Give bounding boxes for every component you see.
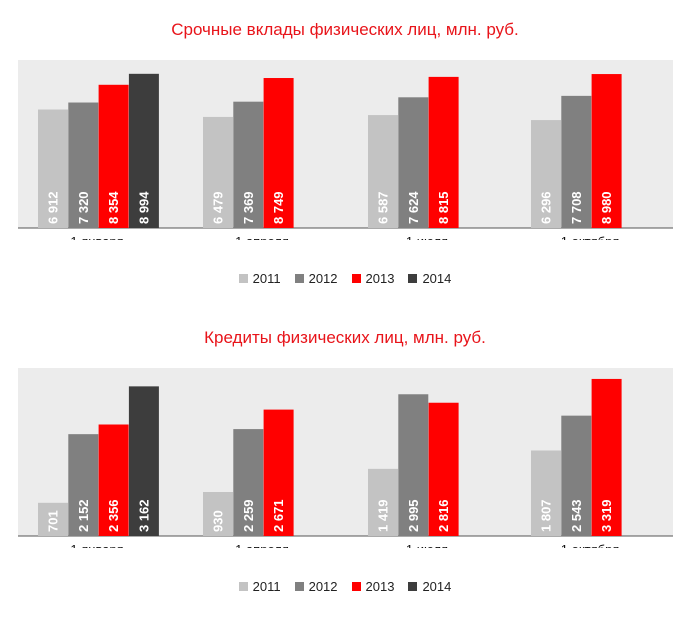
data-label: 3 162 [136,499,151,532]
legend-label: 2013 [365,271,395,286]
data-label: 3 319 [599,499,614,532]
legend-label: 2012 [308,579,338,594]
legend-item-2013: 2013 [351,271,395,286]
bar-2013-0 [98,424,129,536]
category-label: 1 января [70,542,123,548]
data-label: 8 749 [271,191,286,224]
legend-item-2014: 2014 [408,271,451,286]
category-label: 1 октября [561,234,619,240]
category-label: 1 июля [406,234,448,240]
category-label: 1 октября [561,542,619,548]
bar-2012-1 [233,429,264,536]
bar-2013-1 [263,409,294,536]
legend-item-2012: 2012 [294,579,338,594]
data-label: 930 [211,510,226,532]
data-label: 7 708 [569,191,584,224]
bar-2011-3 [531,120,561,228]
bar-2012-3 [561,415,592,536]
bar-2014-0 [128,386,159,536]
data-label: 7 369 [241,191,256,224]
legend-label: 2011 [252,271,281,286]
legend-item-2013: 2013 [351,579,395,594]
bar-2011-3 [531,450,561,536]
legend-swatch [408,582,418,591]
category-label: 1 июля [406,542,448,548]
bar-2011-0 [38,502,68,536]
bar-2011-2 [368,115,398,228]
bar-2011-2 [368,468,398,536]
bar-2013-0 [98,84,129,228]
bar-2013-3 [591,74,622,228]
bar-2012-2 [398,97,429,228]
legend-label: 2014 [422,271,452,286]
bar-2013-2 [428,402,459,536]
legend-swatch [351,274,361,283]
data-label: 2 259 [241,499,256,532]
data-label: 6 479 [211,191,226,224]
bar-2014-0 [128,73,159,228]
category-label: 1 апреля [235,542,289,548]
bar-2011-0 [38,109,68,228]
data-label: 8 994 [136,191,151,224]
legend-label: 2012 [308,271,338,286]
data-label: 8 980 [599,191,614,224]
bar-2012-3 [561,95,592,228]
category-label: 1 января [70,234,123,240]
legend-item-2011: 2011 [238,271,281,286]
data-label: 2 356 [106,499,121,532]
data-label: 8 354 [106,191,121,224]
bar-2011-1 [203,491,233,536]
legend-label: 2013 [365,579,395,594]
data-label: 6 587 [376,191,391,224]
bar-2012-1 [233,101,264,228]
chart-title-deposits: Срочные вклады физических лиц, млн. руб. [171,20,519,39]
data-label: 2 816 [436,499,451,532]
data-label: 701 [46,510,61,532]
legend-item-2014: 2014 [408,579,451,594]
legend-deposits: 2011 2012 2013 2014 [0,271,690,286]
legend-item-2012: 2012 [294,271,338,286]
bar-2013-1 [263,78,294,228]
bar-2012-0 [68,434,99,536]
legend-loans: 2011 2012 2013 2014 [0,579,690,594]
bar-2012-0 [68,102,99,228]
data-label: 7 320 [76,191,91,224]
chart-loans: 701 2 152 2 356 3 162 1 января 930 2 259 2 671 1… [18,368,673,548]
legend-swatch [238,274,248,283]
legend-swatch [294,274,304,283]
bar-2013-2 [428,76,459,228]
data-label: 6 912 [46,191,61,224]
data-label: 2 995 [406,499,421,532]
data-label: 1 807 [539,499,554,532]
data-label: 2 152 [76,499,91,532]
legend-label: 2014 [422,579,452,594]
legend-swatch [351,582,361,591]
data-label: 2 543 [569,499,584,532]
legend-item-2011: 2011 [238,579,281,594]
data-label: 2 671 [271,499,286,532]
bar-2012-2 [398,394,429,536]
data-label: 6 296 [539,191,554,224]
data-label: 7 624 [406,191,421,224]
bar-2011-1 [203,116,233,228]
bar-2013-3 [591,378,622,536]
legend-swatch [294,582,304,591]
data-label: 1 419 [376,499,391,532]
chart-title-loans: Кредиты физических лиц, млн. руб. [204,328,486,347]
legend-label: 2011 [252,579,281,594]
data-label: 8 815 [436,191,451,224]
legend-swatch [408,274,418,283]
legend-swatch [238,582,248,591]
chart-deposits: 6 912 7 320 8 354 8 994 1 января 6 479 7 369 8 … [18,60,673,240]
category-label: 1 апреля [235,234,289,240]
